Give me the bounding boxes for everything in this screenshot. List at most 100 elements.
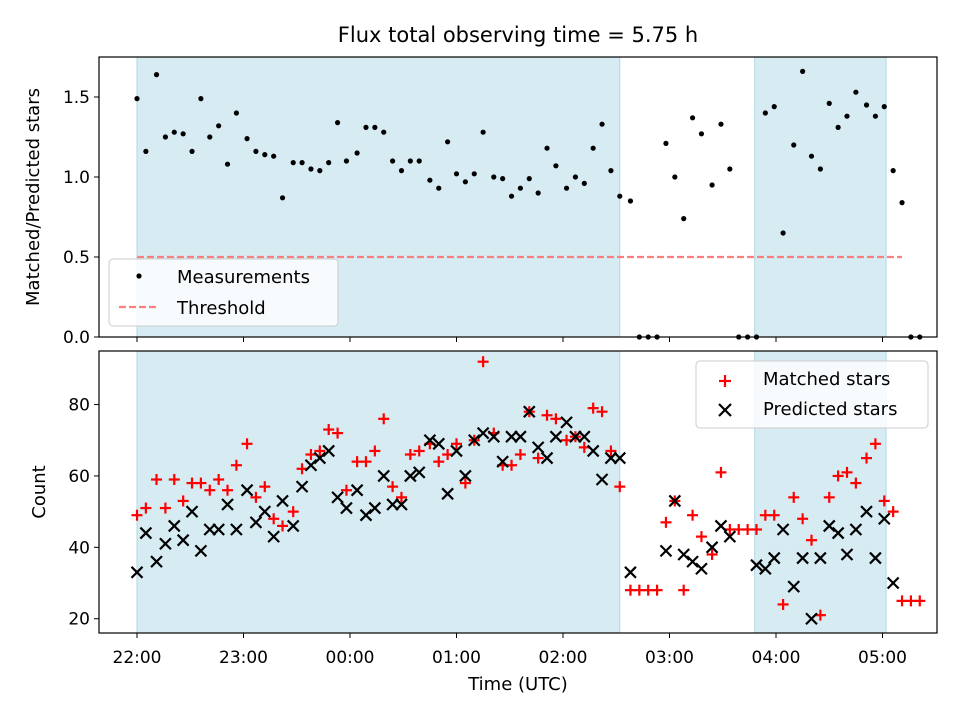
predicted-star-marker [359, 508, 373, 522]
measurement-point [407, 158, 413, 164]
x-tick-label: 22:00 [113, 648, 162, 668]
y-tick-label: 0.0 [63, 328, 90, 348]
predicted-star-marker [368, 501, 382, 515]
predicted-star-marker [150, 555, 163, 568]
chart-title: Flux total observing time = 5.75 h [338, 23, 698, 47]
matched-star-marker [204, 484, 216, 496]
predicted-star-marker [432, 437, 446, 451]
matched-star-marker [706, 548, 718, 560]
measurement-point [698, 131, 705, 137]
predicted-star-marker [412, 466, 426, 479]
y-tick-label: 1.0 [63, 168, 90, 188]
matched-star-marker [230, 459, 242, 471]
y-axis-label: Matched/Predicted stars [23, 88, 44, 306]
matched-star-marker [451, 438, 462, 450]
legend-label-predicted: Predicted stars [763, 399, 897, 420]
measurement-point [762, 110, 768, 116]
matched-star-marker [605, 445, 617, 457]
measurement-point [134, 96, 140, 102]
matched-star-marker [259, 481, 271, 493]
predicted-star-marker [221, 498, 234, 511]
matched-star-marker [222, 484, 234, 496]
predicted-star-marker [686, 555, 699, 568]
predicted-star-marker [276, 494, 289, 508]
measurement-point [899, 200, 905, 206]
matched-star-marker [413, 445, 425, 457]
measurement-point [427, 177, 433, 183]
flux-ratio-panel: Flux total observing time = 5.75 h Match… [23, 23, 938, 348]
x-tick-label: 03:00 [645, 648, 694, 668]
predicted-star-marker [677, 548, 690, 561]
matched-star-marker [914, 595, 926, 607]
predicted-star-marker [249, 516, 263, 529]
matched-star-marker [168, 474, 180, 486]
predicted-star-marker [869, 551, 882, 565]
measurement-point [581, 180, 587, 186]
matched-star-marker [140, 502, 152, 514]
matched-star-marker [387, 481, 399, 493]
predicted-star-marker [659, 544, 673, 558]
matched-star-marker [651, 584, 663, 596]
matched-star-marker [532, 452, 544, 464]
measurement-point [445, 139, 451, 145]
predicted-star-marker [476, 426, 490, 440]
measurement-point [180, 131, 186, 137]
matched-star-marker [850, 477, 862, 489]
measurement-point [709, 182, 715, 188]
predicted-star-marker [595, 473, 609, 486]
measurement-point [189, 148, 195, 154]
predicted-star-marker [860, 505, 873, 518]
y-axis-label: Count [29, 465, 50, 518]
predicted-star-marker [467, 433, 481, 447]
legend-marker-matched [719, 375, 731, 387]
matched-star-marker [578, 441, 590, 453]
matched-star-marker [314, 445, 326, 457]
measurement-point [162, 134, 168, 140]
predicted-star-marker [441, 487, 454, 501]
x-tick-label: 05:00 [858, 648, 907, 668]
y-tick-label: 0.5 [63, 248, 90, 268]
legend-label-measurements: Measurements [177, 267, 310, 288]
predicted-star-marker [459, 469, 472, 483]
matched-star-marker [151, 474, 163, 486]
measurement-point [308, 166, 314, 172]
matched-star-marker [861, 452, 873, 464]
measurement-point [853, 89, 859, 95]
matched-star-marker [823, 491, 835, 503]
measurement-point [817, 166, 823, 172]
measurement-point [500, 176, 506, 182]
matched-star-marker [715, 466, 727, 478]
y-tick-label: 1.5 [63, 88, 90, 108]
measurement-point [881, 104, 887, 110]
measurement-point [363, 124, 369, 130]
legend-label-threshold: Threshold [176, 298, 266, 319]
matched-star-marker [195, 477, 207, 489]
matched-star-marker [687, 509, 699, 521]
measurement-point [326, 160, 332, 166]
measurement-point [224, 161, 231, 167]
y-tick-label: 40 [68, 538, 90, 558]
predicted-star-marker [776, 523, 790, 536]
predicted-star-marker [130, 566, 144, 579]
predicted-star-marker [723, 530, 737, 543]
predicted-star-marker [377, 469, 391, 483]
predicted-star-marker [796, 551, 809, 565]
measurement-point [416, 158, 422, 164]
matched-star-marker [750, 523, 762, 535]
legend-marker-measurements [136, 273, 142, 279]
measurement-point [863, 102, 870, 108]
measurement-point [835, 124, 841, 130]
measurement-point [253, 148, 259, 154]
predicted-star-marker [877, 512, 891, 526]
legend-frame [108, 258, 339, 327]
measurement-point [343, 158, 350, 164]
axes-frame [98, 350, 938, 634]
predicted-star-marker [549, 430, 563, 443]
predicted-star-marker [185, 505, 199, 518]
measurement-point [480, 129, 486, 135]
matched-star-marker [250, 491, 262, 503]
matched-star-marker [159, 502, 171, 514]
matched-star-marker [213, 474, 225, 486]
measurement-point [535, 190, 541, 196]
matched-star-marker [131, 509, 143, 521]
